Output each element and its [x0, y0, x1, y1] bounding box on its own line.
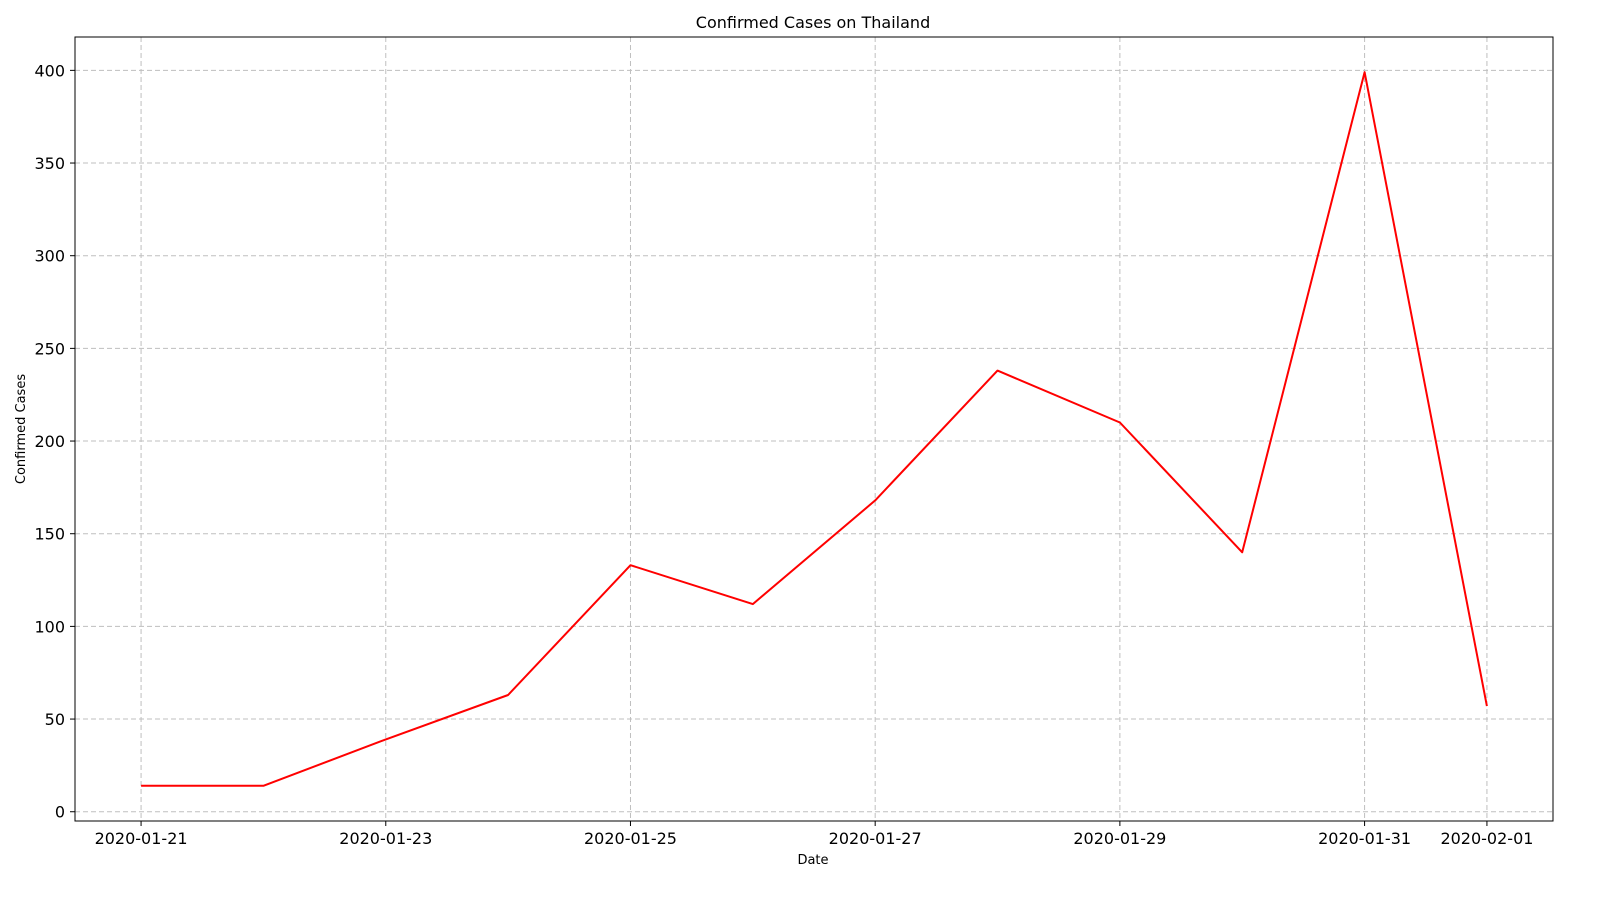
- y-tick-label: 150: [34, 525, 65, 544]
- x-tick-label: 2020-01-21: [95, 829, 188, 848]
- plot-frame: [74, 36, 1554, 822]
- y-tick-label: 100: [34, 617, 65, 636]
- series-line: [141, 71, 1488, 787]
- x-tick-label: 2020-01-27: [829, 829, 922, 848]
- y-tick-label: 350: [34, 154, 65, 173]
- x-tick-label: 2020-01-25: [584, 829, 677, 848]
- chart-title: Confirmed Cases on Thailand: [696, 13, 930, 32]
- x-tick-label: 2020-02-01: [1440, 829, 1533, 848]
- x-axis-title: Date: [797, 853, 828, 868]
- y-tick-label: 300: [34, 247, 65, 266]
- y-tick-label: 0: [55, 803, 65, 822]
- x-tick-label: 2020-01-29: [1073, 829, 1166, 848]
- y-axis-title: Confirmed Cases: [14, 374, 29, 484]
- x-tick-label: 2020-01-23: [339, 829, 432, 848]
- y-tick-label: 250: [34, 339, 65, 358]
- y-tick-label: 50: [45, 710, 65, 729]
- y-tick-label: 400: [34, 61, 65, 80]
- series-layer: [141, 71, 1488, 787]
- y-axis: 0 50 100 150 200 250 300 350 400: [34, 61, 75, 822]
- x-tick-label: 2020-01-31: [1318, 829, 1411, 848]
- grid: [75, 37, 1553, 821]
- x-axis: 2020-01-21 2020-01-23 2020-01-25 2020-01-27…: [95, 821, 1533, 848]
- y-tick-label: 200: [34, 432, 65, 451]
